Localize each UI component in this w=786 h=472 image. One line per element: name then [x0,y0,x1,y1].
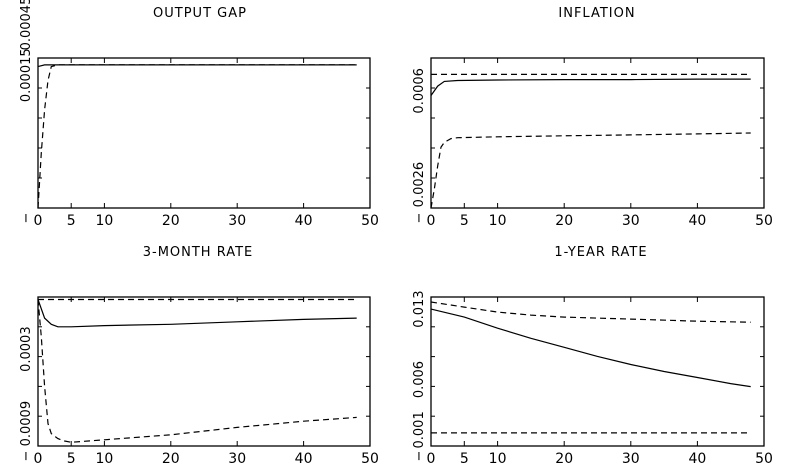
x-tick-label: 30 [622,451,640,467]
x-tick-label: 20 [162,213,180,229]
panel-title: OUTPUT GAP [153,6,247,21]
panel-inflation: INFLATION 0 5 10 20 30 40 50 0.0006 0.0026 − [412,6,773,229]
x-tick-label: 10 [489,451,507,467]
x-tick-label: 30 [228,451,246,467]
x-tick-label: 40 [688,451,706,467]
series-line-solid [430,78,751,96]
plot-frame [37,296,371,447]
series-line-dashed [37,64,357,209]
x-tick-label: 40 [295,451,313,467]
series-line-dashed [430,301,751,323]
x-tick-label: 30 [228,213,246,229]
y-tick-label: 0.006 [412,361,427,398]
x-tick-label: 50 [755,451,773,467]
x-tick-label: 10 [95,451,113,467]
plot-frame [430,296,765,447]
x-tick-label: 0 [427,451,436,467]
x-tick-label: 20 [162,451,180,467]
y-tick-label: 0.00015 [19,48,34,102]
x-tick-label: 40 [295,213,313,229]
y-tick-label: 0.013 [412,290,427,327]
x-tick-label: 5 [67,451,76,467]
panel-1-year-rate: 1-YEAR RATE 0 5 10 20 30 40 50 0.013 0.006 0.001 − [412,245,773,467]
x-tick-label: 50 [361,213,379,229]
x-tick-label: 0 [34,213,43,229]
panel-title: 3-MONTH RATE [143,245,254,260]
series-line-solid [430,308,751,388]
x-tick-label: 5 [460,213,469,229]
plot-frame [37,57,371,209]
panel-title: 1-YEAR RATE [554,245,647,260]
x-tick-label: 0 [427,213,436,229]
series-line-solid [37,299,357,328]
series-line-solid [37,64,357,68]
x-tick-label: 5 [67,213,76,229]
x-tick-label: 30 [622,213,640,229]
series-line-dashed [37,299,357,443]
origin-minus-sign: − [19,213,34,224]
x-tick-label: 5 [460,451,469,467]
origin-minus-sign: − [19,451,34,462]
x-tick-label: 10 [95,213,113,229]
x-tick-label: 40 [688,213,706,229]
y-tick-label: 0.0006 [412,68,427,114]
y-tick-label: 0.00045 [19,0,34,50]
series-line-dashed [430,132,751,209]
origin-minus-sign: − [412,213,427,224]
x-tick-label: 10 [489,213,507,229]
y-tick-label: 0.001 [412,411,427,448]
panel-title: INFLATION [558,6,635,21]
x-tick-label: 50 [755,213,773,229]
y-tick-label: 0.0003 [19,326,34,372]
panel-3-month-rate: 3-MONTH RATE 0 5 10 20 30 40 50 0.0003 0.0009 − [19,245,379,467]
x-tick-label: 20 [555,451,573,467]
x-tick-label: 0 [34,451,43,467]
plot-frame [430,57,765,209]
x-tick-label: 50 [361,451,379,467]
origin-minus-sign: − [412,451,427,462]
y-tick-label: 0.0009 [19,401,34,447]
x-tick-label: 20 [555,213,573,229]
y-tick-label: 0.0026 [412,162,427,208]
